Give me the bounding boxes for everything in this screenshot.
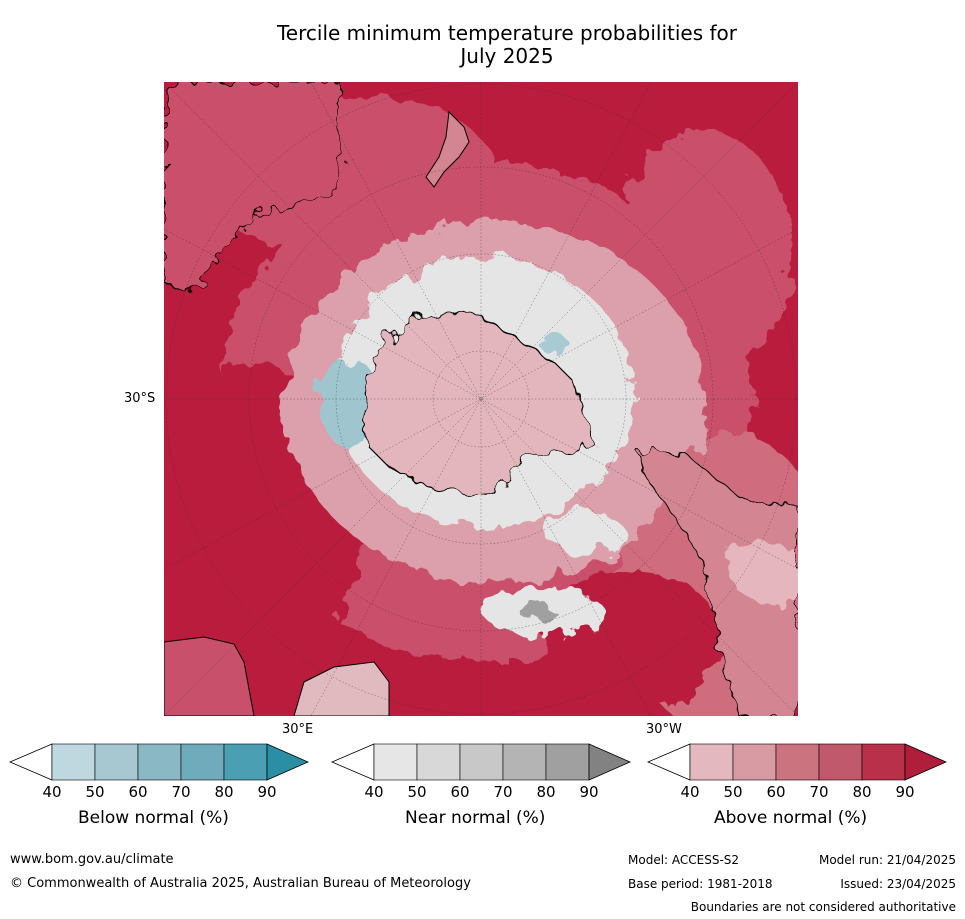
colorbar-above-segment-0	[689, 743, 734, 781]
footer-disclaimer: Boundaries are not considered authoritat…	[690, 900, 956, 914]
africa-land-south	[293, 661, 390, 716]
tick-below-40: 40	[42, 783, 62, 801]
colorbar-below-segment-2	[137, 743, 182, 781]
colorbar-below-segment-4	[223, 743, 268, 781]
tick-above-90: 90	[895, 783, 915, 801]
footer-model: Model: ACCESS-S2	[628, 853, 740, 867]
tick-near-60: 60	[450, 783, 470, 801]
colorbar-near-segment-0	[373, 743, 418, 781]
colorbar-above-title: Above normal (%)	[714, 808, 868, 828]
tick-near-40: 40	[364, 783, 384, 801]
tick-above-80: 80	[852, 783, 872, 801]
colorbar-below-segment-0	[51, 743, 96, 781]
longitude-label-30w: 30°W	[646, 722, 682, 737]
tick-near-90: 90	[579, 783, 599, 801]
colorbar-near-segment-1	[416, 743, 461, 781]
title-line-1: Tercile minimum temperature probabilitie…	[276, 21, 738, 45]
colorbar-above-segment-4	[861, 743, 906, 781]
south-america-land	[638, 449, 798, 716]
longitude-label-30e: 30°E	[282, 722, 314, 737]
colorbar-above-extend-low	[647, 743, 691, 781]
colorbar-below-segment-3	[180, 743, 225, 781]
footer-base-period: Base period: 1981-2018	[628, 877, 773, 891]
tick-below-60: 60	[128, 783, 148, 801]
graticule	[164, 82, 798, 716]
probability-map	[164, 82, 798, 716]
colorbar-below-title: Below normal (%)	[78, 808, 229, 828]
latitude-label-30s: 30°S	[124, 391, 156, 406]
footer-model-run: Model run: 21/04/2025	[818, 853, 956, 867]
colorbar-near-segment-4	[545, 743, 590, 781]
new-zealand-land	[425, 110, 470, 188]
colorbar-below-segment-1	[94, 743, 139, 781]
colorbar-above-normal	[647, 743, 947, 781]
title-line-2: July 2025	[460, 44, 554, 68]
colorbar-below-normal	[9, 743, 309, 781]
colorbar-below-extend-low	[9, 743, 53, 781]
colorbar-near-normal	[331, 743, 631, 781]
colorbar-near-title: Near normal (%)	[405, 808, 546, 828]
colorbar-near-extend-low	[331, 743, 375, 781]
tick-near-50: 50	[407, 783, 427, 801]
tick-near-70: 70	[493, 783, 513, 801]
colorbar-near-extend-high	[588, 743, 631, 781]
tick-above-70: 70	[809, 783, 829, 801]
colorbar-near-segment-2	[459, 743, 504, 781]
tick-below-70: 70	[171, 783, 191, 801]
colorbar-above-extend-high	[904, 743, 947, 781]
tick-above-60: 60	[766, 783, 786, 801]
tick-below-50: 50	[85, 783, 105, 801]
tick-below-90: 90	[257, 783, 277, 801]
africa-land	[164, 636, 255, 716]
colorbar-near-segment-3	[502, 743, 547, 781]
footer-url: www.bom.gov.au/climate	[10, 852, 174, 867]
chart-title: Tercile minimum temperature probabilitie…	[0, 22, 965, 68]
colorbar-above-segment-3	[818, 743, 863, 781]
colorbar-above-segment-1	[732, 743, 777, 781]
colorbar-below-extend-high	[266, 743, 309, 781]
antarctica-land	[363, 311, 593, 495]
colorbar-above-segment-2	[775, 743, 820, 781]
tick-near-80: 80	[536, 783, 556, 801]
tick-below-80: 80	[214, 783, 234, 801]
below-patch-antarctic	[540, 334, 568, 354]
patch-near-south-dark	[521, 606, 557, 622]
south-america-pale	[724, 542, 798, 607]
footer-issued: Issued: 23/04/2025	[840, 877, 956, 891]
patch-near-east	[544, 512, 624, 552]
australia-land	[164, 82, 345, 293]
footer-copyright: © Commonwealth of Australia 2025, Austra…	[10, 876, 471, 891]
tick-above-50: 50	[723, 783, 743, 801]
tick-above-40: 40	[680, 783, 700, 801]
